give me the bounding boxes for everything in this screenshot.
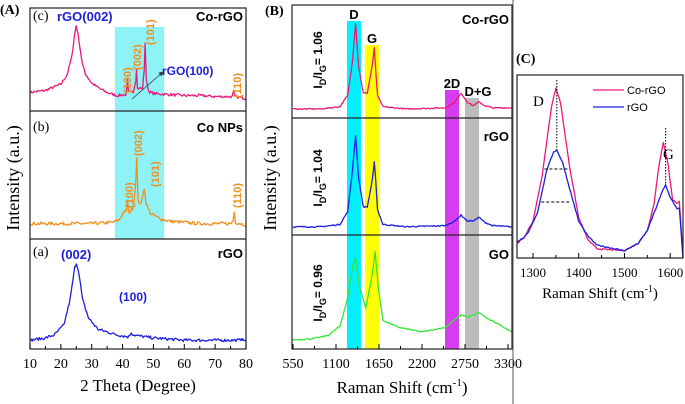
raman-band-d [346, 21, 362, 349]
annotation-c-100: (100) [122, 67, 134, 93]
panel-b-x-tick-label: 2200 [408, 357, 436, 372]
subplot-a-name: rGO [218, 246, 243, 261]
panel-a-x-tick-label: 10 [23, 357, 37, 372]
background-bands [114, 21, 480, 349]
peak-label-d: D [533, 94, 544, 110]
panel-b-x-tick-label: 550 [283, 357, 304, 372]
annotation-b-110: (110) [232, 183, 244, 208]
panel-b-frame [291, 4, 513, 350]
panel-a-x-tick-label: 40 [116, 357, 130, 372]
raman-name-rgo: rGO [484, 129, 509, 144]
subplot-c-name: Co-rGO [196, 9, 243, 24]
panel-c-x-tick-label: 1400 [566, 265, 592, 280]
raman-curve-co-rgo [292, 22, 513, 111]
curves [29, 22, 684, 343]
legend-label-rgo: rGO [627, 102, 648, 114]
band-label-dg: D+G [464, 84, 491, 99]
raman-curve-rgo [292, 135, 512, 229]
panel-a-xlabel: 2 Theta (Degree) [80, 376, 196, 395]
raman-name-co-rgo: Co-rGO [462, 12, 509, 27]
panel-c-x-tick-label: 1500 [611, 265, 637, 280]
panel-a-label: (A) [0, 3, 20, 18]
panel-a-ylabel: Intensity (a.u.) [3, 125, 24, 230]
panel-b-label: (B) [265, 4, 284, 19]
subplot-b-tag: (b) [33, 120, 50, 135]
subplot-b-name: Co NPs [197, 120, 243, 135]
panel-b-xlabel: Raman Shift (cm-1) [337, 377, 468, 397]
ratio-label-co-rgo: ID/IG= 1.06 [311, 31, 328, 89]
raman-curve-go [292, 250, 513, 341]
xrd-curve-co-rgo [29, 25, 247, 101]
ratio-label-go: ID/IG= 0.96 [311, 264, 328, 322]
subplot-a-tag: (a) [33, 245, 49, 260]
panel-a-x-tick-label: 80 [239, 357, 253, 372]
raman-name-go: GO [489, 247, 509, 262]
axes: 10 20 30 40 50 60 70 80 550 1100 1650 2200 2750 3300 1… [23, 0, 684, 404]
panel-c-frame [516, 74, 684, 259]
annotation-rgo002: rGO(002) [57, 9, 113, 24]
legend-label-co-rgo: Co-rGO [627, 85, 666, 97]
panel-a-x-tick-label: 20 [54, 357, 68, 372]
xrd-curve-co-nps [29, 157, 247, 227]
annotation-c-002: (002) [132, 44, 144, 70]
annotation-c-101: (101) [145, 19, 157, 45]
panel-a-x-tick-label: 70 [208, 357, 222, 372]
annotation-b-101: (101) [150, 161, 162, 187]
panel-b-ylabel: Intensity (a.u.) [260, 125, 281, 230]
raman-band-g [364, 45, 380, 349]
band-label-2d: 2D [444, 76, 461, 91]
panel-b-x-tick-label: 2750 [451, 357, 479, 372]
annotation-b-002: (002) [133, 130, 145, 156]
annotation-arrow [131, 71, 164, 100]
panel-b-x-tick-label: 1100 [322, 357, 349, 372]
annotation-b-100: (100) [124, 182, 136, 208]
annotation-c-110: (110) [232, 73, 244, 98]
panel-c-xlabel: Raman Shift (cm-1) [542, 284, 658, 302]
subplot-c-tag: (c) [33, 9, 49, 24]
raman-band-2d [444, 90, 459, 349]
panel-c-label: (C) [516, 52, 536, 67]
band-label-g: G [367, 31, 377, 46]
panel-a-x-tick-label: 60 [177, 357, 191, 372]
zoom-curve-co-rgo [516, 87, 684, 259]
panel-a-x-tick-label: 50 [146, 357, 160, 372]
peak-label-g: G [663, 147, 674, 163]
panel-b-x-tick-label: 1650 [365, 357, 393, 372]
raman-band-d-g [465, 98, 480, 349]
annotation-a-100: (100) [119, 290, 147, 304]
annotation-a-002: (002) [61, 247, 91, 262]
band-label-d: D [349, 7, 358, 22]
panel-b-x-tick-label: 3300 [494, 357, 522, 372]
xrd-curve-rgo [29, 263, 247, 343]
zoom-curve-rgo [516, 149, 684, 259]
panel-c-x-tick-label: 1600 [657, 265, 683, 280]
ratio-label-rgo: ID/IG= 1.04 [311, 149, 328, 207]
annotation-rgo100: rGO(100) [162, 64, 213, 78]
panel-a-x-tick-label: 30 [85, 357, 99, 372]
panel-c-x-tick-label: 1300 [520, 265, 546, 280]
